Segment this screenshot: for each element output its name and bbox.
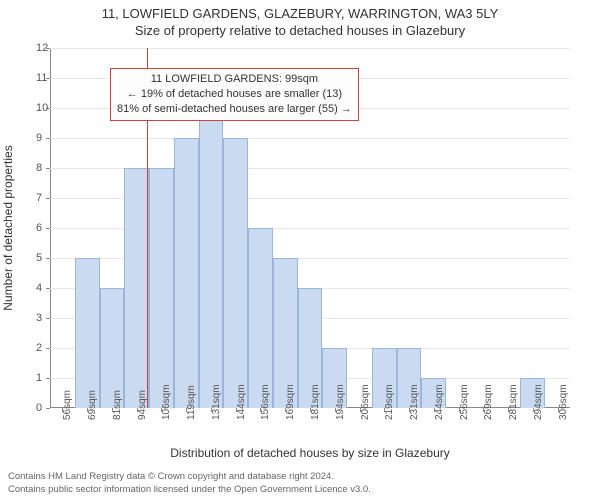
y-tick-mark — [46, 348, 50, 349]
y-tick-mark — [46, 408, 50, 409]
annotation-line-1: ← 19% of detached houses are smaller (13… — [117, 87, 352, 102]
y-tick-mark — [46, 228, 50, 229]
histogram-bar — [223, 138, 248, 408]
x-tick-label: 231sqm — [409, 384, 420, 420]
y-tick-label: 10 — [36, 102, 40, 114]
footer-attribution: Contains HM Land Registry data © Crown c… — [8, 471, 371, 496]
x-tick-label: 306sqm — [558, 384, 569, 420]
y-tick-mark — [46, 318, 50, 319]
y-tick-label: 6 — [36, 222, 40, 234]
x-tick-label: 94sqm — [137, 390, 148, 420]
histogram-bar — [199, 108, 224, 408]
y-tick-label: 1 — [36, 372, 40, 384]
x-tick-label: 81sqm — [112, 390, 123, 420]
x-tick-label: 56sqm — [62, 390, 73, 420]
y-tick-mark — [46, 138, 50, 139]
plot-area: 012345678910111256sqm69sqm81sqm94sqm106s… — [50, 48, 570, 408]
gridline-h — [50, 138, 570, 139]
x-tick-label: 269sqm — [483, 384, 494, 420]
x-tick-label: 119sqm — [186, 385, 197, 420]
chart-container: 012345678910111256sqm69sqm81sqm94sqm106s… — [50, 48, 570, 408]
gridline-h — [50, 48, 570, 49]
y-tick-label: 9 — [36, 132, 40, 144]
histogram-bar — [174, 138, 199, 408]
x-tick-label: 244sqm — [434, 384, 445, 420]
y-tick-label: 0 — [36, 402, 40, 414]
x-tick-label: 156sqm — [260, 384, 271, 420]
y-tick-mark — [46, 198, 50, 199]
histogram-bar — [248, 228, 273, 408]
annotation-line-0: 11 LOWFIELD GARDENS: 99sqm — [117, 72, 352, 87]
y-tick-label: 11 — [36, 72, 40, 84]
footer-line-1: Contains HM Land Registry data © Crown c… — [8, 471, 371, 483]
y-tick-label: 12 — [36, 42, 40, 54]
x-axis-label: Distribution of detached houses by size … — [170, 446, 450, 460]
histogram-bar — [149, 168, 174, 408]
x-tick-label: 294sqm — [533, 384, 544, 420]
y-tick-mark — [46, 288, 50, 289]
x-tick-label: 194sqm — [335, 384, 346, 420]
footer-line-2: Contains public sector information licen… — [8, 484, 371, 496]
page-subtitle: Size of property relative to detached ho… — [0, 21, 600, 38]
x-tick-label: 131sqm — [211, 384, 222, 420]
x-tick-label: 206sqm — [360, 384, 371, 420]
x-tick-label: 106sqm — [161, 384, 172, 420]
x-tick-label: 169sqm — [285, 384, 296, 420]
x-tick-label: 256sqm — [459, 384, 470, 420]
y-tick-mark — [46, 168, 50, 169]
y-tick-label: 8 — [36, 162, 40, 174]
x-tick-label: 281sqm — [508, 384, 519, 420]
y-tick-mark — [46, 378, 50, 379]
y-tick-mark — [46, 258, 50, 259]
y-tick-label: 7 — [36, 192, 40, 204]
y-tick-label: 4 — [36, 282, 40, 294]
x-tick-label: 69sqm — [87, 390, 98, 420]
y-tick-label: 3 — [36, 312, 40, 324]
x-tick-label: 219sqm — [384, 384, 395, 420]
annotation-box: 11 LOWFIELD GARDENS: 99sqm← 19% of detac… — [110, 68, 359, 121]
x-tick-label: 181sqm — [310, 384, 321, 420]
page-title: 11, LOWFIELD GARDENS, GLAZEBURY, WARRING… — [0, 0, 600, 21]
y-axis-label: Number of detached properties — [1, 145, 15, 310]
histogram-bar — [124, 168, 149, 408]
y-tick-label: 2 — [36, 342, 40, 354]
y-tick-label: 5 — [36, 252, 40, 264]
histogram-bar — [75, 258, 100, 408]
annotation-line-2: 81% of semi-detached houses are larger (… — [117, 102, 352, 117]
x-tick-label: 144sqm — [236, 384, 247, 420]
